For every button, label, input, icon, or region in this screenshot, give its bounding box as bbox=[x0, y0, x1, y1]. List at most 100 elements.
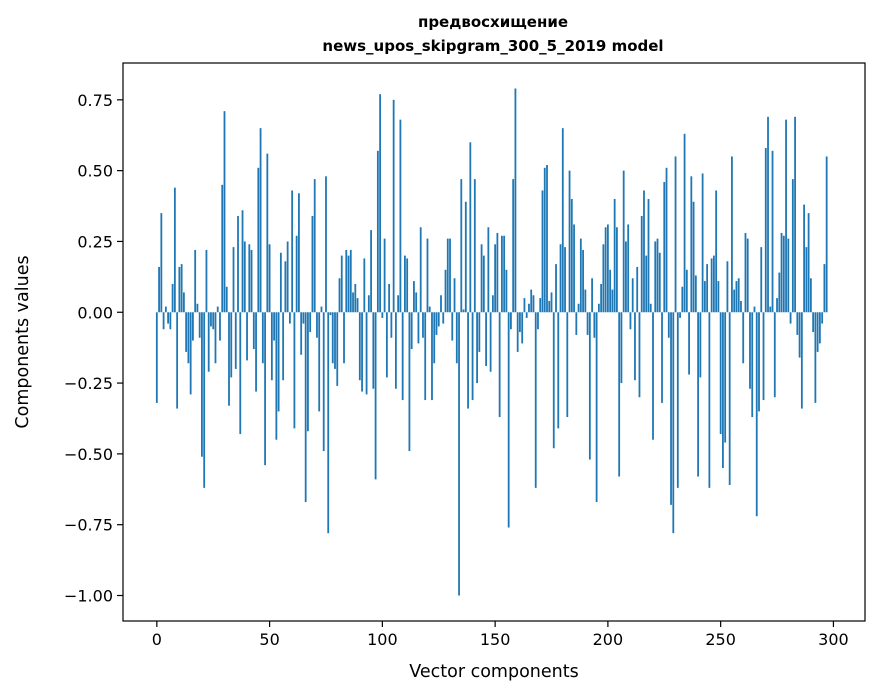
bar-component-214 bbox=[638, 312, 641, 398]
bar-component-80 bbox=[336, 312, 339, 386]
bar-component-79 bbox=[334, 312, 336, 369]
bar-component-174 bbox=[548, 300, 551, 313]
bar-component-224 bbox=[661, 312, 663, 403]
bar-component-16 bbox=[192, 312, 194, 341]
bar-component-115 bbox=[415, 292, 418, 313]
bar-component-13 bbox=[185, 312, 188, 352]
bar-component-36 bbox=[237, 215, 239, 313]
bar-component-271 bbox=[767, 116, 769, 313]
bar-component-281 bbox=[789, 312, 792, 324]
bar-component-201 bbox=[609, 269, 612, 313]
bar-component-296 bbox=[823, 264, 826, 313]
bar-component-120 bbox=[426, 238, 429, 313]
bar-component-143 bbox=[478, 312, 481, 352]
bar-component-126 bbox=[440, 295, 442, 313]
bar-component-21 bbox=[203, 312, 206, 488]
bar-component-207 bbox=[622, 170, 625, 313]
bar-component-42 bbox=[250, 249, 253, 313]
bar-component-243 bbox=[703, 281, 706, 313]
bar-component-153 bbox=[500, 235, 503, 313]
bar-component-131 bbox=[451, 312, 454, 341]
bar-component-276 bbox=[778, 272, 781, 313]
bar-component-0 bbox=[155, 312, 158, 403]
bar-component-231 bbox=[676, 312, 679, 488]
bar-component-63 bbox=[298, 193, 300, 313]
bar-component-40 bbox=[246, 312, 248, 361]
bar-component-254 bbox=[728, 312, 731, 486]
x-tick-label: 0 bbox=[152, 630, 162, 649]
bar-component-259 bbox=[740, 300, 742, 313]
bar-component-71 bbox=[316, 312, 318, 338]
bar-component-190 bbox=[584, 289, 587, 313]
bar-component-4 bbox=[164, 306, 167, 313]
bar-component-159 bbox=[514, 88, 517, 313]
bar-component-294 bbox=[818, 312, 821, 344]
bar-component-27 bbox=[216, 306, 219, 313]
bar-component-106 bbox=[394, 312, 397, 389]
bar-component-293 bbox=[816, 312, 819, 352]
bar-component-184 bbox=[570, 198, 573, 313]
bar-component-100 bbox=[381, 312, 384, 318]
bar-component-75 bbox=[325, 176, 327, 313]
bar-component-129 bbox=[446, 238, 449, 313]
bar-component-232 bbox=[679, 312, 681, 318]
bar-component-258 bbox=[737, 278, 740, 313]
bar-component-112 bbox=[408, 312, 411, 452]
bar-component-147 bbox=[487, 227, 490, 313]
bar-component-88 bbox=[354, 283, 357, 313]
bar-component-222 bbox=[656, 238, 659, 313]
bar-component-133 bbox=[455, 312, 458, 364]
bar-component-3 bbox=[162, 312, 165, 330]
bar-component-8 bbox=[173, 187, 176, 313]
bar-component-12 bbox=[182, 292, 185, 313]
bar-component-41 bbox=[248, 244, 251, 313]
bar-component-164 bbox=[525, 312, 528, 318]
bar-component-142 bbox=[476, 312, 478, 384]
bar-component-223 bbox=[658, 252, 661, 313]
bar-component-138 bbox=[467, 312, 469, 409]
bar-component-5 bbox=[167, 312, 169, 324]
bar-component-158 bbox=[512, 179, 515, 313]
x-axis-ticks: 0 50 100 150 200 250 300 bbox=[152, 621, 849, 649]
bar-component-228 bbox=[670, 312, 672, 505]
bar-component-119 bbox=[424, 312, 427, 401]
bar-component-156 bbox=[507, 312, 510, 528]
bar-component-28 bbox=[219, 312, 221, 341]
bar-component-24 bbox=[210, 312, 212, 327]
bar-component-134 bbox=[458, 312, 460, 596]
x-tick-label: 100 bbox=[367, 630, 398, 649]
bar-component-260 bbox=[742, 312, 745, 364]
bar-component-191 bbox=[586, 312, 589, 335]
bar-component-25 bbox=[212, 312, 215, 330]
bar-component-118 bbox=[422, 312, 424, 338]
bar-component-152 bbox=[498, 312, 501, 418]
bar-component-113 bbox=[410, 312, 413, 350]
bar-component-96 bbox=[372, 312, 375, 389]
bar-component-31 bbox=[225, 286, 228, 313]
bar-component-43 bbox=[252, 312, 255, 350]
bar-component-104 bbox=[390, 312, 393, 338]
bar-component-280 bbox=[787, 238, 790, 313]
bar-component-221 bbox=[654, 241, 657, 313]
bar-component-165 bbox=[528, 303, 530, 313]
bar-component-69 bbox=[311, 215, 314, 313]
bar-component-128 bbox=[444, 269, 447, 313]
bar-component-204 bbox=[616, 227, 618, 313]
y-axis-label: Components values bbox=[13, 255, 33, 428]
bar-component-284 bbox=[796, 312, 799, 335]
bar-component-94 bbox=[367, 295, 370, 313]
bar-component-208 bbox=[625, 241, 627, 313]
bar-component-107 bbox=[397, 295, 400, 313]
bar-component-212 bbox=[634, 312, 636, 381]
bar-component-123 bbox=[433, 312, 436, 364]
bar-component-215 bbox=[640, 215, 643, 313]
bar-component-168 bbox=[534, 312, 537, 488]
bar-component-105 bbox=[392, 99, 395, 313]
bar-component-91 bbox=[361, 312, 363, 392]
bar-component-216 bbox=[643, 190, 645, 313]
bar-component-171 bbox=[541, 190, 544, 313]
bar-component-85 bbox=[347, 255, 350, 313]
bar-component-9 bbox=[176, 312, 179, 409]
bar-component-257 bbox=[735, 281, 738, 313]
bar-component-187 bbox=[577, 303, 580, 313]
